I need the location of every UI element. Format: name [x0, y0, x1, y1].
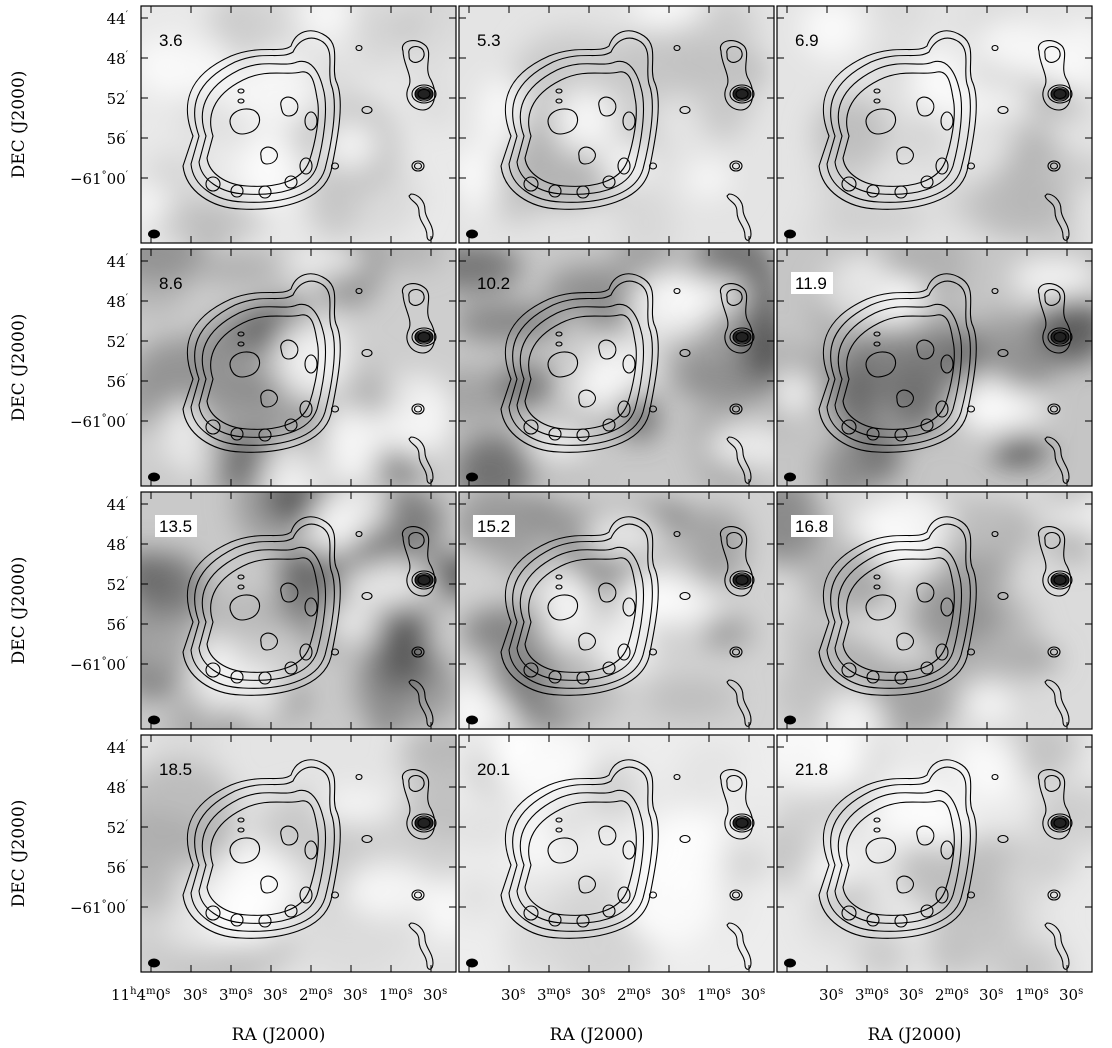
- ra-axis-label: RA (J2000): [868, 1025, 962, 1045]
- grayscale-emission-map: [777, 249, 1092, 486]
- dec-axis-label: DEC (J2000): [9, 71, 29, 179]
- dec-tick-label: −61°00′: [70, 656, 129, 674]
- velocity-label: 3.6: [159, 31, 183, 50]
- grayscale-emission-map: [141, 492, 456, 729]
- dec-tick-label: 48′: [107, 293, 129, 311]
- channel-panel: 18.5: [140, 734, 457, 973]
- channel-panel: 16.8: [776, 491, 1093, 730]
- panel-frame: [458, 734, 775, 973]
- velocity-label: 10.2: [477, 274, 510, 293]
- dec-tick-label: 52′: [107, 333, 129, 351]
- velocity-label-box: [155, 515, 197, 537]
- dec-tick-label: 44′: [107, 10, 129, 28]
- channel-panel: 13.5: [140, 491, 457, 730]
- velocity-label: 20.1: [477, 760, 510, 779]
- dec-tick-label: 52′: [107, 90, 129, 108]
- beam-ellipse-icon: [784, 958, 796, 968]
- dec-tick-label: 56′: [107, 130, 129, 148]
- dec-tick-label: 44′: [107, 496, 129, 514]
- beam-ellipse-icon: [466, 958, 478, 968]
- dec-axis-label: DEC (J2000): [9, 314, 29, 422]
- panel-frame: [458, 248, 775, 487]
- grayscale-emission-map: [141, 735, 456, 972]
- panel-frame: [140, 734, 457, 973]
- grayscale-emission-map: [777, 735, 1092, 972]
- grayscale-emission-map: [777, 6, 1092, 243]
- beam-ellipse-icon: [784, 715, 796, 725]
- grayscale-emission-map: [141, 6, 456, 243]
- dec-axis-label: DEC (J2000): [9, 800, 29, 908]
- ra-tick-labels: 30s 3m0s 30s 2m0s 30s 1m0s 30s: [501, 986, 765, 1004]
- panel-frame: [776, 248, 1093, 487]
- channel-panel: 6.9: [776, 5, 1093, 244]
- panel-frame: [140, 5, 457, 244]
- velocity-label: 15.2: [477, 517, 510, 536]
- dec-tick-label: −61°00′: [70, 170, 129, 188]
- panel-frame: [458, 5, 775, 244]
- dec-tick-label: 48′: [107, 50, 129, 68]
- dec-tick-label: 56′: [107, 616, 129, 634]
- beam-ellipse-icon: [466, 715, 478, 725]
- velocity-label-box: [791, 515, 833, 537]
- channel-panel: 11.9: [776, 248, 1093, 487]
- panel-frame: [776, 5, 1093, 244]
- channel-panel: 21.8: [776, 734, 1093, 973]
- grayscale-emission-map: [459, 6, 774, 243]
- beam-ellipse-icon: [784, 229, 796, 239]
- panel-frame: [140, 491, 457, 730]
- beam-ellipse-icon: [148, 472, 160, 482]
- velocity-label: 8.6: [159, 274, 183, 293]
- velocity-label: 21.8: [795, 760, 828, 779]
- grayscale-emission-map: [459, 249, 774, 486]
- beam-ellipse-icon: [466, 229, 478, 239]
- velocity-label: 11.9: [795, 274, 827, 293]
- dec-tick-label: 52′: [107, 819, 129, 837]
- dec-tick-label: −61°00′: [70, 899, 129, 917]
- beam-ellipse-icon: [784, 472, 796, 482]
- channel-panel: 10.2: [458, 248, 775, 487]
- beam-ellipse-icon: [466, 472, 478, 482]
- panel-frame: [776, 734, 1093, 973]
- velocity-label: 16.8: [795, 517, 828, 536]
- grayscale-emission-map: [459, 735, 774, 972]
- dec-tick-label: 48′: [107, 536, 129, 554]
- channel-panel: 5.3: [458, 5, 775, 244]
- dec-tick-label: 44′: [107, 253, 129, 271]
- channel-panel: 20.1: [458, 734, 775, 973]
- dec-tick-label: 48′: [107, 779, 129, 797]
- velocity-label: 6.9: [795, 31, 819, 50]
- panel-frame: [140, 248, 457, 487]
- panel-frame: [776, 491, 1093, 730]
- channel-panel: 3.6: [140, 5, 457, 244]
- beam-ellipse-icon: [148, 229, 160, 239]
- beam-ellipse-icon: [148, 715, 160, 725]
- ra-axis-label: RA (J2000): [232, 1025, 326, 1045]
- channel-panel: 15.2: [458, 491, 775, 730]
- velocity-label: 5.3: [477, 31, 501, 50]
- ra-tick-labels: 30s 3m0s 30s 2m0s 30s 1m0s 30s: [819, 986, 1083, 1004]
- beam-ellipse-icon: [148, 958, 160, 968]
- dec-tick-label: 52′: [107, 576, 129, 594]
- velocity-label: 18.5: [159, 760, 192, 779]
- velocity-label-box: [473, 515, 515, 537]
- velocity-label: 13.5: [159, 517, 192, 536]
- dec-tick-label: −61°00′: [70, 413, 129, 431]
- velocity-label-box: [791, 272, 833, 294]
- dec-tick-label: 56′: [107, 859, 129, 877]
- dec-tick-label: 56′: [107, 373, 129, 391]
- dec-tick-label: 44′: [107, 739, 129, 757]
- ra-tick-labels: 11h4m0s 30s 3m0s 30s 2m0s 30s 1m0s 30s: [111, 986, 447, 1004]
- channel-panel: 8.6: [140, 248, 457, 487]
- panel-frame: [458, 491, 775, 730]
- ra-axis-label: RA (J2000): [550, 1025, 644, 1045]
- dec-axis-label: DEC (J2000): [9, 557, 29, 665]
